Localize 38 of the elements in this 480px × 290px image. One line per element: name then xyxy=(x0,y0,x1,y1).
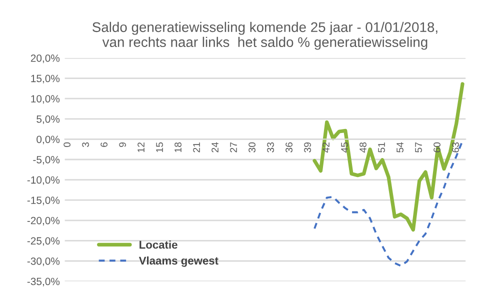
x-tick-label: 48 xyxy=(360,142,366,153)
y-tick-label: 10,0% xyxy=(31,95,60,104)
x-tick-label: 45 xyxy=(341,142,348,153)
x-tick-label: 15 xyxy=(156,142,163,152)
chart-title: Saldo generatiewisseling komende 25 jaar - 01/01/2018, van rechts naar links het saldo % generatiewisseling xyxy=(92,22,438,50)
x-tick-label: 0 xyxy=(64,142,70,148)
x-tick-label: 21 xyxy=(193,142,200,152)
legend-label: Vlaams gewest xyxy=(138,256,218,267)
x-tick-label: 54 xyxy=(396,142,404,152)
y-tick-label: 15,0% xyxy=(31,74,60,84)
x-tick-label: 9 xyxy=(119,142,126,147)
y-tick-label: -35,0% xyxy=(27,278,60,286)
x-tick-label: 24 xyxy=(212,142,218,152)
x-tick-label: 63 xyxy=(452,142,459,152)
y-tick-label: -5,0% xyxy=(33,156,60,165)
x-tick-label: 18 xyxy=(174,142,182,152)
x-tick-label: 51 xyxy=(378,142,385,152)
y-tick-label: 0,0% xyxy=(36,136,60,144)
x-tick-label: 36 xyxy=(286,142,292,152)
x-tick-label: 57 xyxy=(415,142,422,152)
x-tick-label: 60 xyxy=(434,142,440,152)
y-tick-label: -20,0% xyxy=(27,216,60,226)
x-tick-label: 3 xyxy=(82,142,89,148)
y-tick-label: -10,0% xyxy=(27,176,60,185)
x-tick-label: 12 xyxy=(138,142,144,152)
y-tick-label: 5,0% xyxy=(36,115,60,124)
y-tick-label: -15,0% xyxy=(27,196,60,206)
x-tick-label: 27 xyxy=(230,142,237,152)
x-tick-label: 6 xyxy=(100,142,108,147)
x-tick-label: 30 xyxy=(248,142,256,152)
x-tick-label: 42 xyxy=(322,142,330,153)
x-tick-label: 33 xyxy=(267,142,274,152)
y-tick-label: -25,0% xyxy=(27,237,60,246)
y-tick-label: -30,0% xyxy=(27,258,60,266)
x-tick-label: 39 xyxy=(304,142,311,152)
legend-label: Locatie xyxy=(140,240,178,249)
line-series xyxy=(312,82,464,232)
y-tick-label: 20,0% xyxy=(30,54,60,64)
